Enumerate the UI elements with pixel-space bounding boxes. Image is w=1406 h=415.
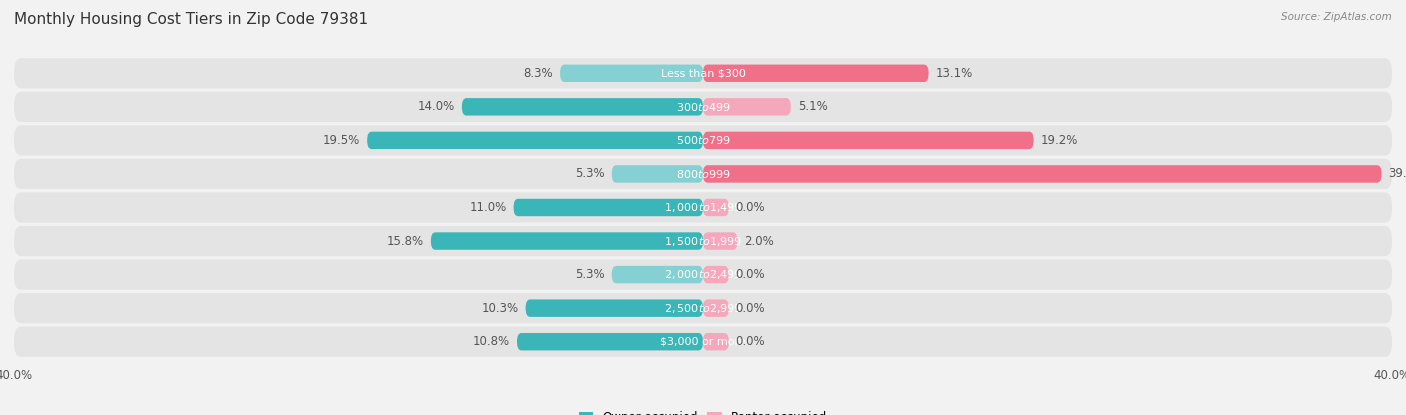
- Text: 0.0%: 0.0%: [735, 201, 765, 214]
- FancyBboxPatch shape: [612, 266, 703, 283]
- FancyBboxPatch shape: [703, 300, 728, 317]
- FancyBboxPatch shape: [461, 98, 703, 115]
- Text: 0.0%: 0.0%: [735, 302, 765, 315]
- Text: $2,500 to $2,999: $2,500 to $2,999: [664, 302, 742, 315]
- Text: $1,000 to $1,499: $1,000 to $1,499: [664, 201, 742, 214]
- Text: 0.0%: 0.0%: [735, 268, 765, 281]
- FancyBboxPatch shape: [703, 65, 928, 82]
- Text: 19.2%: 19.2%: [1040, 134, 1078, 147]
- Text: 15.8%: 15.8%: [387, 234, 425, 248]
- Text: 10.8%: 10.8%: [472, 335, 510, 348]
- FancyBboxPatch shape: [703, 266, 728, 283]
- Text: 39.4%: 39.4%: [1389, 167, 1406, 181]
- Text: Monthly Housing Cost Tiers in Zip Code 79381: Monthly Housing Cost Tiers in Zip Code 7…: [14, 12, 368, 27]
- Legend: Owner-occupied, Renter-occupied: Owner-occupied, Renter-occupied: [574, 406, 832, 415]
- Text: 5.3%: 5.3%: [575, 167, 605, 181]
- Text: 2.0%: 2.0%: [744, 234, 775, 248]
- FancyBboxPatch shape: [14, 58, 1392, 88]
- Text: $500 to $799: $500 to $799: [675, 134, 731, 146]
- Text: 13.1%: 13.1%: [935, 67, 973, 80]
- Text: $1,500 to $1,999: $1,500 to $1,999: [664, 234, 742, 248]
- Text: 19.5%: 19.5%: [323, 134, 360, 147]
- Text: $2,000 to $2,499: $2,000 to $2,499: [664, 268, 742, 281]
- FancyBboxPatch shape: [703, 333, 728, 350]
- Text: 8.3%: 8.3%: [523, 67, 553, 80]
- FancyBboxPatch shape: [14, 327, 1392, 357]
- Text: 5.1%: 5.1%: [797, 100, 828, 113]
- FancyBboxPatch shape: [14, 193, 1392, 222]
- Text: Less than $300: Less than $300: [661, 68, 745, 78]
- Text: $3,000 or more: $3,000 or more: [661, 337, 745, 347]
- FancyBboxPatch shape: [14, 293, 1392, 323]
- FancyBboxPatch shape: [703, 165, 1382, 183]
- FancyBboxPatch shape: [703, 232, 738, 250]
- Text: $800 to $999: $800 to $999: [675, 168, 731, 180]
- FancyBboxPatch shape: [517, 333, 703, 350]
- FancyBboxPatch shape: [430, 232, 703, 250]
- FancyBboxPatch shape: [14, 125, 1392, 156]
- Text: $300 to $499: $300 to $499: [675, 101, 731, 113]
- Text: Source: ZipAtlas.com: Source: ZipAtlas.com: [1281, 12, 1392, 22]
- FancyBboxPatch shape: [703, 199, 728, 216]
- FancyBboxPatch shape: [14, 226, 1392, 256]
- FancyBboxPatch shape: [14, 159, 1392, 189]
- Text: 14.0%: 14.0%: [418, 100, 456, 113]
- FancyBboxPatch shape: [14, 92, 1392, 122]
- Text: 10.3%: 10.3%: [482, 302, 519, 315]
- Text: 11.0%: 11.0%: [470, 201, 506, 214]
- Text: 5.3%: 5.3%: [575, 268, 605, 281]
- FancyBboxPatch shape: [14, 259, 1392, 290]
- FancyBboxPatch shape: [513, 199, 703, 216]
- FancyBboxPatch shape: [367, 132, 703, 149]
- FancyBboxPatch shape: [560, 65, 703, 82]
- FancyBboxPatch shape: [526, 300, 703, 317]
- FancyBboxPatch shape: [703, 132, 1033, 149]
- Text: 0.0%: 0.0%: [735, 335, 765, 348]
- FancyBboxPatch shape: [612, 165, 703, 183]
- FancyBboxPatch shape: [703, 98, 790, 115]
